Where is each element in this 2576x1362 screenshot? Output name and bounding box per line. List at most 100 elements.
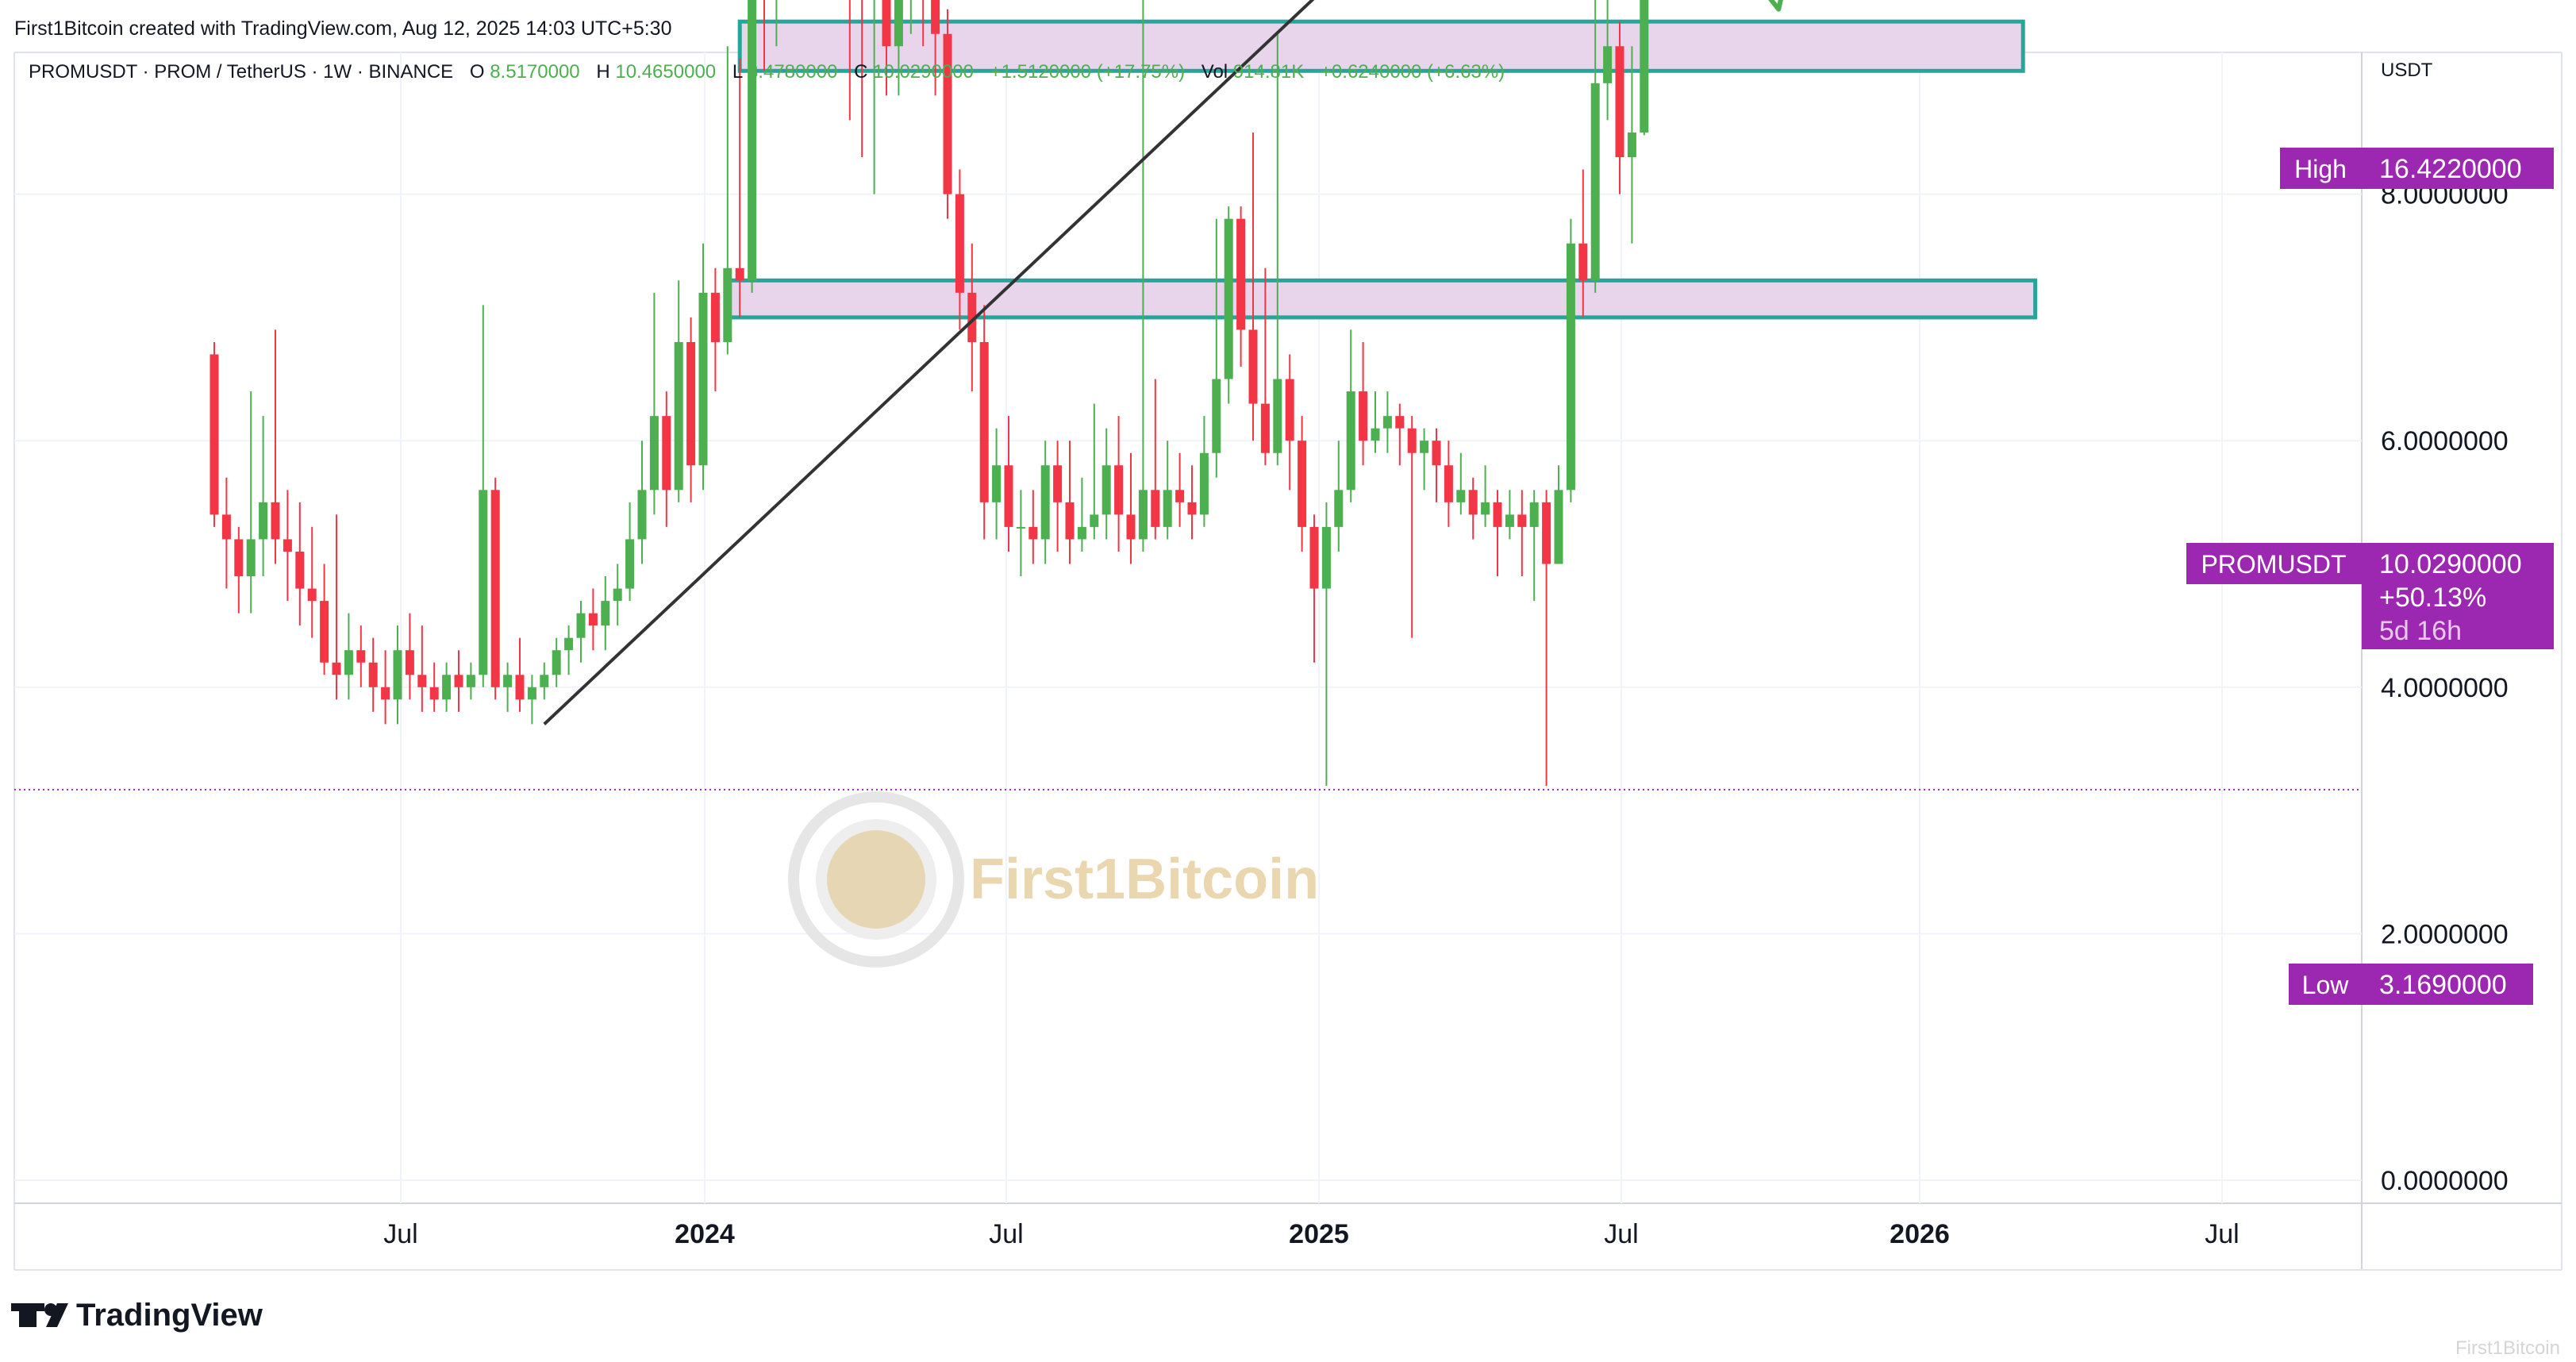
candle-body xyxy=(1102,465,1111,515)
candle-body xyxy=(1273,379,1282,453)
candle-body xyxy=(1359,391,1368,441)
candle-body xyxy=(1163,490,1172,527)
candle-body xyxy=(1542,502,1551,564)
candle-body xyxy=(1212,379,1221,453)
candle-body xyxy=(662,416,671,491)
high-tag-label: High xyxy=(2294,155,2347,183)
candle-body xyxy=(1371,428,1380,441)
candle-body xyxy=(1615,46,1624,158)
candle-body xyxy=(698,292,708,466)
high-price-badge xyxy=(2362,148,2554,189)
candle-body xyxy=(320,601,329,663)
candle-body xyxy=(1517,514,1527,527)
first1bitcoin-logo xyxy=(788,791,964,968)
candle-body xyxy=(1199,452,1209,515)
candlestick-series xyxy=(210,0,1649,787)
candle-body xyxy=(1603,46,1613,83)
candle-body xyxy=(1346,391,1355,491)
candle-body xyxy=(1016,526,1025,529)
support-zone xyxy=(725,278,2038,320)
currency-label: USDT xyxy=(2381,60,2433,81)
candle-body xyxy=(405,650,414,675)
reference-lines xyxy=(14,788,2362,791)
candle-body xyxy=(259,502,268,540)
current-price-change: +50.13% xyxy=(2379,583,2486,613)
candle-body xyxy=(1420,441,1429,453)
candle-body xyxy=(1248,329,1258,404)
candle-body xyxy=(344,650,353,675)
high-tag xyxy=(2280,148,2362,189)
candle-body xyxy=(735,267,744,281)
candle-body xyxy=(429,687,439,700)
high-label: H xyxy=(596,61,609,83)
x-tick-label: Jul xyxy=(989,1219,1023,1249)
candle-body xyxy=(1004,465,1013,527)
candle-body xyxy=(490,490,500,687)
candle-body xyxy=(466,675,475,687)
candle-body xyxy=(748,0,757,281)
low-tag-label: Low xyxy=(2302,971,2350,999)
candle-body xyxy=(368,662,378,687)
candle-body xyxy=(979,341,989,502)
x-tick-label: 2024 xyxy=(675,1219,735,1249)
candle-body xyxy=(479,490,488,675)
y-tick-label: 4.0000000 xyxy=(2381,673,2509,703)
volume-change: +0.6240000 (+6.63%) xyxy=(1321,61,1505,83)
candle-body xyxy=(442,675,452,700)
high-value: 10.4650000 xyxy=(615,61,716,83)
candle-body xyxy=(271,502,280,540)
symbol-info: PROMUSDT · PROM / TetherUS · 1W · BINANC… xyxy=(29,61,1505,83)
candle-body xyxy=(1578,243,1588,281)
support-zone xyxy=(737,19,2025,73)
candle-body xyxy=(283,539,292,552)
candle-body xyxy=(210,354,219,515)
candle-body xyxy=(1468,490,1478,515)
projection-path xyxy=(1768,0,1783,12)
candle-body xyxy=(1260,403,1270,453)
candle-body xyxy=(1456,490,1466,502)
annotations xyxy=(543,0,1783,725)
current-price-badge xyxy=(2362,543,2554,649)
symbol-tag-label: PROMUSDT xyxy=(2201,550,2346,579)
current-price-value: 10.0290000 xyxy=(2379,549,2522,579)
candle-body xyxy=(1444,465,1453,502)
candle-body xyxy=(943,33,952,194)
x-tick-label: 2026 xyxy=(1890,1219,1950,1249)
candle-body xyxy=(1309,526,1319,589)
candle-body xyxy=(1236,218,1246,330)
candle-body xyxy=(1151,490,1160,527)
candle-body xyxy=(576,613,586,638)
candle-body xyxy=(1040,465,1050,540)
candle-body xyxy=(381,687,390,700)
low-tag xyxy=(2289,964,2362,1005)
candle-body xyxy=(332,662,341,675)
candle-body xyxy=(1590,83,1600,281)
x-tick-label: Jul xyxy=(2205,1219,2239,1249)
candle-body xyxy=(1529,502,1539,527)
candle-body xyxy=(1224,218,1233,379)
low-value: 8.4780000 xyxy=(748,61,837,83)
tradingview-brand: TradingView xyxy=(76,1298,263,1333)
candle-body xyxy=(1187,502,1197,515)
grid-lines xyxy=(14,52,2362,1203)
low-price-value: 3.1690000 xyxy=(2379,970,2507,1000)
candle-body xyxy=(295,551,305,589)
candle-body xyxy=(1298,441,1307,527)
low-price-badge xyxy=(2362,964,2533,1005)
high-price-value: 16.4220000 xyxy=(2379,154,2522,184)
change-value: +1.5120000 (+17.75%) xyxy=(990,61,1186,83)
candle-body xyxy=(1432,441,1441,466)
candle-body xyxy=(307,588,317,602)
time-axis-ticks: Jul 2024 Jul 2025 Jul 2026 Jul xyxy=(383,1219,2239,1249)
candle-body xyxy=(1395,416,1405,429)
candle-body xyxy=(723,267,732,342)
tradingview-logo-icon xyxy=(11,1303,68,1327)
volume-value: 914.81K xyxy=(1233,61,1304,83)
x-tick-label: Jul xyxy=(1604,1219,1638,1249)
candle-body xyxy=(417,675,427,687)
x-tick-label: Jul xyxy=(383,1219,417,1249)
candle-body xyxy=(1138,490,1148,540)
y-tick-label: 2.0000000 xyxy=(2381,919,2509,949)
candle-body xyxy=(1566,243,1575,491)
